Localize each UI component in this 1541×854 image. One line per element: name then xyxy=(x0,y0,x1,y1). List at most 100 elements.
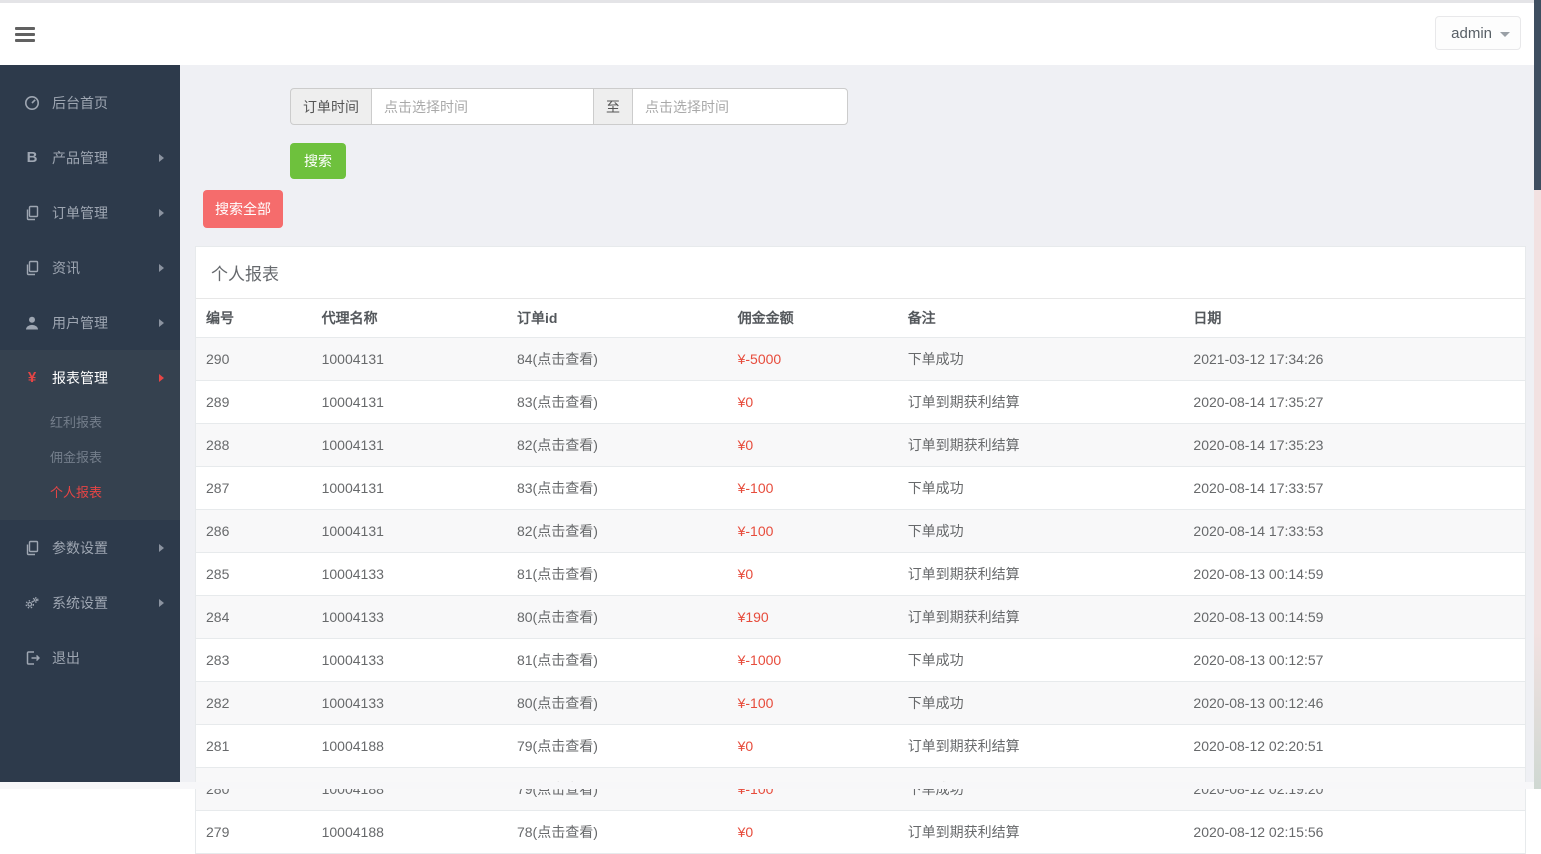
gears-icon xyxy=(22,595,42,611)
sidebar-item-label: 资讯 xyxy=(52,258,80,278)
chevron-right-icon xyxy=(159,374,164,382)
cell-agent: 10004131 xyxy=(312,424,507,467)
cell-order-id: 82(点击查看) xyxy=(507,424,728,467)
cell-id: 284 xyxy=(196,596,312,639)
order-view-link[interactable]: 84(点击查看) xyxy=(517,351,598,367)
cell-commission: ¥0 xyxy=(728,424,898,467)
end-time-input[interactable] xyxy=(632,88,848,125)
sidebar-item-system-settings[interactable]: 系统设置 xyxy=(0,575,180,630)
cell-remark: 订单到期获利结算 xyxy=(898,596,1184,639)
cell-id: 281 xyxy=(196,725,312,768)
table-row: 288 10004131 82(点击查看) ¥0 订单到期获利结算 2020-0… xyxy=(196,424,1525,467)
table-row: 279 10004188 78(点击查看) ¥0 订单到期获利结算 2020-0… xyxy=(196,811,1525,854)
report-panel: 个人报表 编号 代理名称 订单id 佣金金额 备注 日期 290 1000413… xyxy=(195,246,1526,854)
sidebar-item-label: 订单管理 xyxy=(52,203,108,223)
cell-id: 290 xyxy=(196,338,312,381)
chevron-right-icon xyxy=(159,154,164,162)
order-view-link[interactable]: 83(点击查看) xyxy=(517,394,598,410)
user-icon xyxy=(22,315,42,331)
cell-date: 2020-08-14 17:35:27 xyxy=(1183,381,1525,424)
cell-order-id: 82(点击查看) xyxy=(507,510,728,553)
hamburger-menu-icon[interactable] xyxy=(15,27,35,44)
cell-agent: 10004188 xyxy=(312,811,507,854)
sidebar-item-label: 产品管理 xyxy=(52,148,108,168)
main-content: 订单时间 至 搜索 搜索全部 个人报表 编号 代理名称 订单id 佣金金额 备注… xyxy=(180,65,1541,789)
order-view-link[interactable]: 80(点击查看) xyxy=(517,695,598,711)
chevron-right-icon xyxy=(159,264,164,272)
sidebar-item-dashboard[interactable]: 后台首页 xyxy=(0,75,180,130)
order-view-link[interactable]: 83(点击查看) xyxy=(517,480,598,496)
cell-order-id: 80(点击查看) xyxy=(507,596,728,639)
cell-id: 287 xyxy=(196,467,312,510)
sidebar-item-commission-report[interactable]: 佣金报表 xyxy=(0,440,180,475)
cell-remark: 订单到期获利结算 xyxy=(898,424,1184,467)
cell-date: 2020-08-14 17:33:53 xyxy=(1183,510,1525,553)
cell-id: 283 xyxy=(196,639,312,682)
table-row: 284 10004133 80(点击查看) ¥190 订单到期获利结算 2020… xyxy=(196,596,1525,639)
date-filter-group: 订单时间 至 xyxy=(290,88,1526,125)
cell-order-id: 79(点击查看) xyxy=(507,725,728,768)
chevron-down-icon xyxy=(1500,32,1510,37)
column-header-order-id: 订单id xyxy=(507,299,728,338)
cell-date: 2020-08-14 17:35:23 xyxy=(1183,424,1525,467)
cell-id: 286 xyxy=(196,510,312,553)
cell-date: 2020-08-13 00:12:57 xyxy=(1183,639,1525,682)
cell-remark: 订单到期获利结算 xyxy=(898,553,1184,596)
cell-date: 2021-03-12 17:34:26 xyxy=(1183,338,1525,381)
top-bar: admin xyxy=(0,0,1541,65)
cell-id: 288 xyxy=(196,424,312,467)
column-header-date: 日期 xyxy=(1183,299,1525,338)
sidebar-item-logout[interactable]: 退出 xyxy=(0,630,180,685)
cell-agent: 10004131 xyxy=(312,467,507,510)
cell-remark: 下单成功 xyxy=(898,467,1184,510)
sidebar-item-report-management[interactable]: ¥ 报表管理 xyxy=(0,350,180,405)
start-time-input[interactable] xyxy=(371,88,594,125)
horizontal-scrollbar[interactable] xyxy=(0,782,1541,789)
cell-remark: 订单到期获利结算 xyxy=(898,725,1184,768)
order-view-link[interactable]: 82(点击查看) xyxy=(517,523,598,539)
cell-agent: 10004133 xyxy=(312,596,507,639)
files-icon xyxy=(22,205,42,221)
cell-commission: ¥0 xyxy=(728,811,898,854)
sidebar-item-parameters[interactable]: 参数设置 xyxy=(0,520,180,575)
cell-remark: 下单成功 xyxy=(898,510,1184,553)
vertical-scrollbar-thumb[interactable] xyxy=(1534,0,1541,190)
column-header-id: 编号 xyxy=(196,299,312,338)
order-view-link[interactable]: 82(点击查看) xyxy=(517,437,598,453)
search-all-button[interactable]: 搜索全部 xyxy=(203,190,283,228)
sidebar-item-label: 后台首页 xyxy=(52,93,108,113)
sidebar-item-bonus-report[interactable]: 红利报表 xyxy=(0,405,180,440)
vertical-scrollbar[interactable] xyxy=(1534,0,1541,789)
user-dropdown[interactable]: admin xyxy=(1435,16,1521,50)
cell-order-id: 80(点击查看) xyxy=(507,682,728,725)
sidebar-item-products[interactable]: B 产品管理 xyxy=(0,130,180,185)
sidebar-item-personal-report[interactable]: 个人报表 xyxy=(0,475,180,510)
order-view-link[interactable]: 81(点击查看) xyxy=(517,652,598,668)
cell-id: 285 xyxy=(196,553,312,596)
cell-id: 289 xyxy=(196,381,312,424)
to-label: 至 xyxy=(593,88,633,125)
cell-commission: ¥190 xyxy=(728,596,898,639)
cell-remark: 下单成功 xyxy=(898,768,1184,811)
sidebar-item-orders[interactable]: 订单管理 xyxy=(0,185,180,240)
cell-order-id: 78(点击查看) xyxy=(507,811,728,854)
sidebar-item-users[interactable]: 用户管理 xyxy=(0,295,180,350)
cell-id: 280 xyxy=(196,768,312,811)
sidebar-item-news[interactable]: 资讯 xyxy=(0,240,180,295)
chevron-right-icon xyxy=(159,209,164,217)
cell-agent: 10004188 xyxy=(312,768,507,811)
sidebar-group-reports: ¥ 报表管理 红利报表 佣金报表 个人报表 xyxy=(0,350,180,520)
cell-date: 2020-08-12 02:15:56 xyxy=(1183,811,1525,854)
cell-date: 2020-08-13 00:14:59 xyxy=(1183,596,1525,639)
cell-remark: 下单成功 xyxy=(898,682,1184,725)
order-view-link[interactable]: 80(点击查看) xyxy=(517,609,598,625)
chevron-right-icon xyxy=(159,319,164,327)
search-button[interactable]: 搜索 xyxy=(290,143,346,179)
order-view-link[interactable]: 79(点击查看) xyxy=(517,738,598,754)
cell-order-id: 79(点击查看) xyxy=(507,768,728,811)
order-view-link[interactable]: 78(点击查看) xyxy=(517,824,598,840)
table-row: 289 10004131 83(点击查看) ¥0 订单到期获利结算 2020-0… xyxy=(196,381,1525,424)
cell-commission: ¥0 xyxy=(728,725,898,768)
cell-date: 2020-08-13 00:12:46 xyxy=(1183,682,1525,725)
order-view-link[interactable]: 81(点击查看) xyxy=(517,566,598,582)
